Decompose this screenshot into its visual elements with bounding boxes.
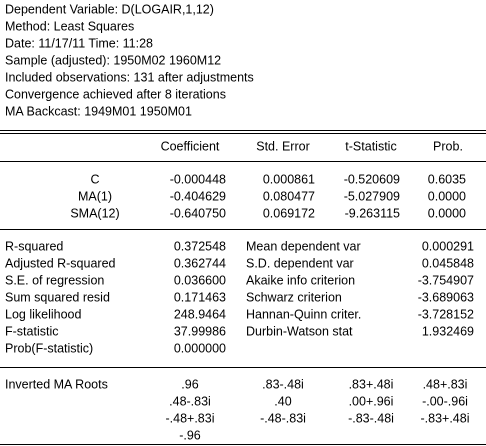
stat-label: Log likelihood [5,307,81,321]
coefficient-cell: 0.069172 [263,206,315,220]
root-value: .83+.48i [349,377,394,391]
stat-label: Schwarz criterion [246,290,342,304]
header-line: Included observations: 131 after adjustm… [5,70,254,84]
header-line: Method: Least Squares [5,19,134,33]
root-value: .48-.83i [169,394,211,408]
root-value: .83-.48i [262,377,304,391]
stat-label: S.E. of regression [5,273,104,287]
column-header: Coefficient [161,139,220,153]
stat-value: 0.171463 [174,290,226,304]
header-line: Sample (adjusted): 1950M02 1960M12 [5,53,221,67]
header-line: Date: 11/17/11 Time: 11:28 [5,36,153,50]
roots-label: Inverted MA Roots [5,377,108,391]
variable-name: C [90,172,99,186]
stat-value: 0.045848 [422,256,474,270]
variable-name: SMA(12) [70,206,119,220]
root-value: -.48-.83i [260,411,306,425]
root-value: .40 [274,394,291,408]
stat-label: Akaike info criterion [246,273,355,287]
coefficient-cell: 0.6035 [428,172,466,186]
stat-value: 0.000291 [422,239,474,253]
column-header: Prob. [433,139,463,153]
stat-label: Sum squared resid [5,290,110,304]
stat-label: Prob(F-statistic) [5,341,93,355]
stat-value: 1.932469 [422,324,474,338]
coefficient-cell: -0.640750 [170,206,226,220]
stat-label: S.D. dependent var [246,256,354,270]
coefficient-cell: -0.404629 [170,189,226,203]
stat-value: 0.362744 [174,256,226,270]
header-line: MA Backcast: 1949M01 1950M01 [5,104,192,118]
root-value: -.48+.83i [166,411,215,425]
coefficient-cell: -0.000448 [170,172,226,186]
stat-value: 248.9464 [174,307,226,321]
root-value: .96 [181,377,198,391]
stat-label: Adjusted R-squared [5,256,116,270]
header-line: Dependent Variable: D(LOGAIR,1,12) [5,2,214,16]
coefficient-cell: -9.263115 [345,206,400,220]
stat-value: -3.728152 [418,307,474,321]
stat-value: 0.036600 [174,273,226,287]
stat-value: 0.372548 [174,239,226,253]
coefficient-cell: 0.080477 [263,189,315,203]
coefficient-cell: 0.000861 [263,172,315,186]
column-header: t-Statistic [345,139,396,153]
stat-label: Durbin-Watson stat [246,324,353,338]
root-value: -.96 [179,428,201,442]
root-value: -.83-.48i [348,411,394,425]
coefficient-cell: 0.0000 [428,206,466,220]
stat-label: Mean dependent var [246,239,361,253]
coefficient-cell: 0.0000 [428,189,466,203]
stat-label: R-squared [5,239,63,253]
variable-name: MA(1) [78,189,112,203]
stat-label: F-statistic [5,324,58,338]
stat-value: -3.689063 [418,290,474,304]
root-value: -.00-.96i [422,394,468,408]
root-value: .48+.83i [423,377,468,391]
root-value: -.83+.48i [421,411,470,425]
stat-value: -3.754907 [418,273,474,287]
header-line: Convergence achieved after 8 iterations [5,87,226,101]
column-header: Std. Error [256,139,310,153]
stat-value: 37.99986 [174,324,226,338]
coefficient-cell: -5.027909 [344,189,400,203]
stat-value: 0.000000 [174,341,226,355]
coefficient-cell: -0.520609 [344,172,400,186]
root-value: .00+.96i [349,394,394,408]
stat-label: Hannan-Quinn criter. [246,307,361,321]
